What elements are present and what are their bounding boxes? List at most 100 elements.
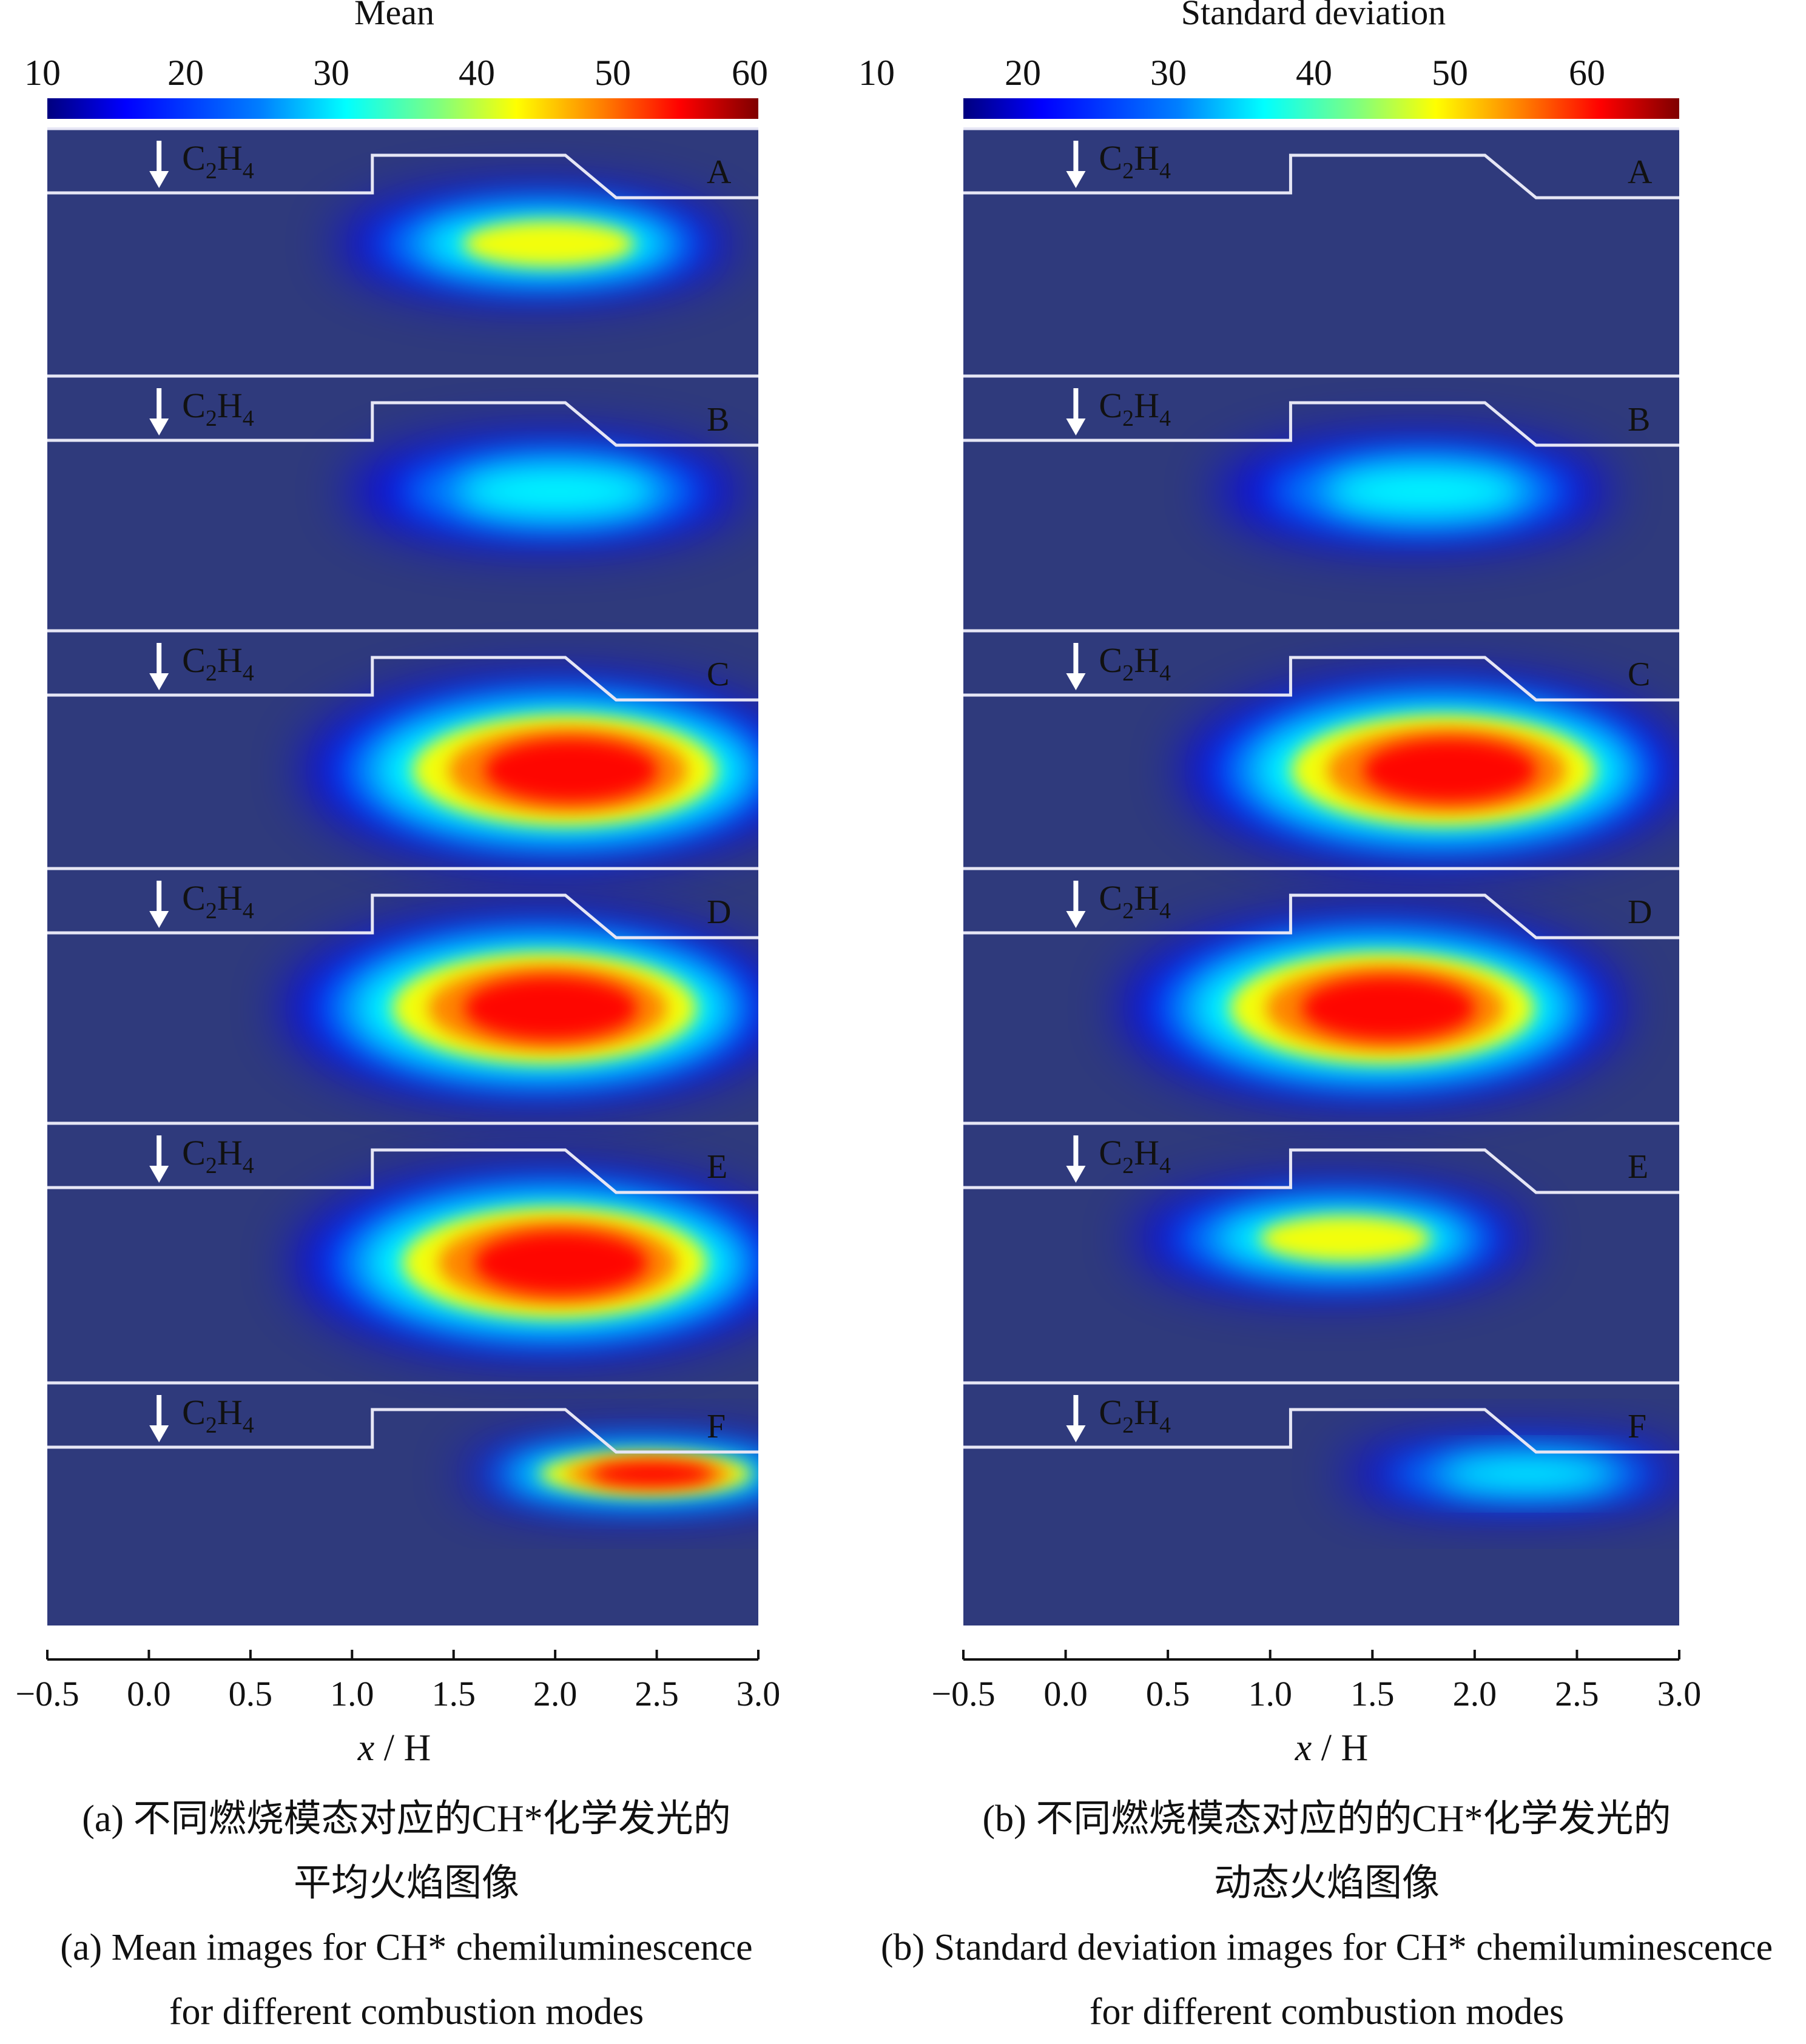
mean-flames: [285, 190, 758, 1508]
caption-a-en-1: (a) Mean images for CH* chemiluminescenc…: [60, 1927, 753, 1968]
std-x-tick-label: 1.0: [1248, 1674, 1292, 1713]
std-channel-F: [963, 1381, 1679, 1454]
mean-inlet-label: C2H4: [182, 878, 254, 924]
mean-panel-label-A: A: [707, 153, 732, 191]
std-chart: Standard deviation 10 20 30 40 50 60 A C2…: [858, 0, 1701, 1769]
std-flame-E: [1134, 1185, 1529, 1292]
mean-x-tick-label: 1.5: [431, 1674, 476, 1713]
std-colorbar-tick: 40: [1296, 53, 1332, 93]
caption-b-cn-1: (b) 不同燃烧模态对应的的CH*化学发光的: [982, 1798, 1671, 1840]
std-inlet-arrow-icon: [1066, 1135, 1086, 1183]
std-title: Standard deviation: [1181, 0, 1446, 32]
mean-colorbar-tick: 10: [24, 53, 61, 93]
caption-b-en-1: (b) Standard deviation images for CH* ch…: [880, 1927, 1773, 1968]
std-inlet-label: C2H4: [1099, 386, 1171, 431]
mean-x-tick-label: 2.0: [533, 1674, 578, 1713]
mean-x-tick-label: −0.5: [15, 1674, 79, 1713]
mean-inlet-label: C2H4: [182, 138, 254, 184]
std-inlet-arrow-icon: [1066, 881, 1086, 928]
mean-inlet-arrow-icon: [149, 881, 169, 928]
mean-x-axis-label: x / H: [357, 1727, 431, 1769]
mean-flame-C: [305, 679, 758, 861]
std-colorbar-tick: 20: [1005, 53, 1041, 93]
std-flame-B: [1216, 438, 1611, 545]
std-channel-E: [963, 1121, 1679, 1194]
mean-channel-B: [47, 374, 758, 447]
std-inlet-arrow-icon: [1066, 1395, 1086, 1442]
std-channel-A: [963, 127, 1679, 200]
std-flame-C: [1184, 679, 1679, 861]
std-inlet-arrow-icon: [1066, 643, 1086, 690]
mean-x-tick-label: 0.0: [127, 1674, 171, 1713]
std-channel-D: [963, 867, 1679, 940]
mean-flame-B: [348, 438, 743, 545]
std-inlet-label: C2H4: [1099, 1393, 1171, 1438]
std-colorbar-tick: 30: [1150, 53, 1187, 93]
std-x-tick-label: 2.5: [1555, 1674, 1599, 1713]
std-colorbar: [963, 98, 1679, 119]
std-colorbar-tick: 10: [858, 53, 895, 93]
caption-b: (b) 不同燃烧模态对应的的CH*化学发光的 动态火焰图像 (b) Standa…: [878, 1787, 1776, 2044]
mean-panel-label-C: C: [707, 656, 729, 693]
mean-inlet-arrow-icon: [149, 141, 169, 188]
mean-inlet-label: C2H4: [182, 386, 254, 431]
std-x-axis: −0.5 0.0 0.5 1.0 1.5 2.0 2.5 3.0 x / H: [931, 1650, 1701, 1769]
mean-field: [47, 127, 758, 1625]
mean-flame-E: [295, 1172, 758, 1354]
mean-panel-label-F: F: [707, 1408, 726, 1445]
std-x-tick-label: 2.0: [1453, 1674, 1497, 1713]
std-inlet-label: C2H4: [1099, 640, 1171, 686]
std-panel-label-F: F: [1628, 1408, 1646, 1445]
std-flame-F: [1341, 1439, 1679, 1508]
std-channel-B: [963, 374, 1679, 447]
mean-channel-E: [47, 1121, 758, 1194]
mean-panel-labels: A C2H4 B C2H4 C C2H4 D C2H4 E C2H4 F C2H4: [149, 138, 732, 1445]
mean-colorbar-ticks: 10 20 30 40 50 60: [24, 53, 768, 93]
std-panel-label-A: A: [1628, 153, 1653, 191]
std-x-tick-label: 0.5: [1146, 1674, 1190, 1713]
caption-b-en-2: for different combustion modes: [1089, 1991, 1565, 2032]
std-flame-D: [1122, 917, 1623, 1099]
mean-inlet-arrow-icon: [149, 388, 169, 435]
mean-channel-F: [47, 1381, 758, 1454]
mean-inlet-arrow-icon: [149, 643, 169, 690]
std-inlet-arrow-icon: [1066, 388, 1086, 435]
std-inlet-label: C2H4: [1099, 878, 1171, 924]
mean-inlet-label: C2H4: [182, 1133, 254, 1178]
mean-colorbar-tick: 60: [732, 53, 768, 93]
std-flames: [1122, 438, 1679, 1508]
std-panel-label-B: B: [1628, 401, 1650, 439]
mean-x-tick-label: 1.0: [330, 1674, 374, 1713]
caption-a-cn-2: 平均火焰图像: [293, 1863, 519, 1904]
std-x-axis-label: x / H: [1295, 1727, 1369, 1769]
std-colorbar-tick: 60: [1569, 53, 1605, 93]
mean-walls: [47, 127, 758, 1454]
caption-a-cn-1: (a) 不同燃烧模态对应的CH*化学发光的: [82, 1798, 731, 1840]
std-walls: [963, 127, 1679, 1454]
std-x-tick-label: 0.0: [1043, 1674, 1088, 1713]
caption-a-en-2: for different combustion modes: [169, 1991, 644, 2032]
mean-colorbar-tick: 40: [459, 53, 495, 93]
std-inlet-label: C2H4: [1099, 1133, 1171, 1178]
std-inlet-arrow-icon: [1066, 141, 1086, 188]
mean-inlet-arrow-icon: [149, 1135, 169, 1183]
mean-panel-label-B: B: [707, 401, 729, 439]
std-colorbar-ticks: 10 20 30 40 50 60: [858, 53, 1605, 93]
std-panel-labels: A C2H4 B C2H4 C C2H4 D C2H4 E C2H4 F C2H4: [1066, 138, 1653, 1445]
mean-colorbar-tick: 20: [167, 53, 204, 93]
mean-colorbar-tick: 50: [595, 53, 631, 93]
mean-colorbar-tick: 30: [313, 53, 349, 93]
mean-channel-A: [47, 127, 758, 200]
mean-inlet-arrow-icon: [149, 1395, 169, 1442]
mean-inlet-label: C2H4: [182, 640, 254, 686]
std-panel-label-E: E: [1628, 1148, 1648, 1186]
std-panel-label-D: D: [1628, 893, 1652, 931]
caption-a: (a) 不同燃烧模态对应的CH*化学发光的 平均火焰图像 (a) Mean im…: [0, 1787, 855, 2044]
std-field: [963, 127, 1679, 1625]
mean-flame-F: [462, 1439, 758, 1508]
mean-flame-D: [285, 917, 758, 1099]
std-x-tick-label: −0.5: [931, 1674, 995, 1713]
mean-channel-C: [47, 629, 758, 702]
mean-x-tick-label: 3.0: [736, 1674, 781, 1713]
